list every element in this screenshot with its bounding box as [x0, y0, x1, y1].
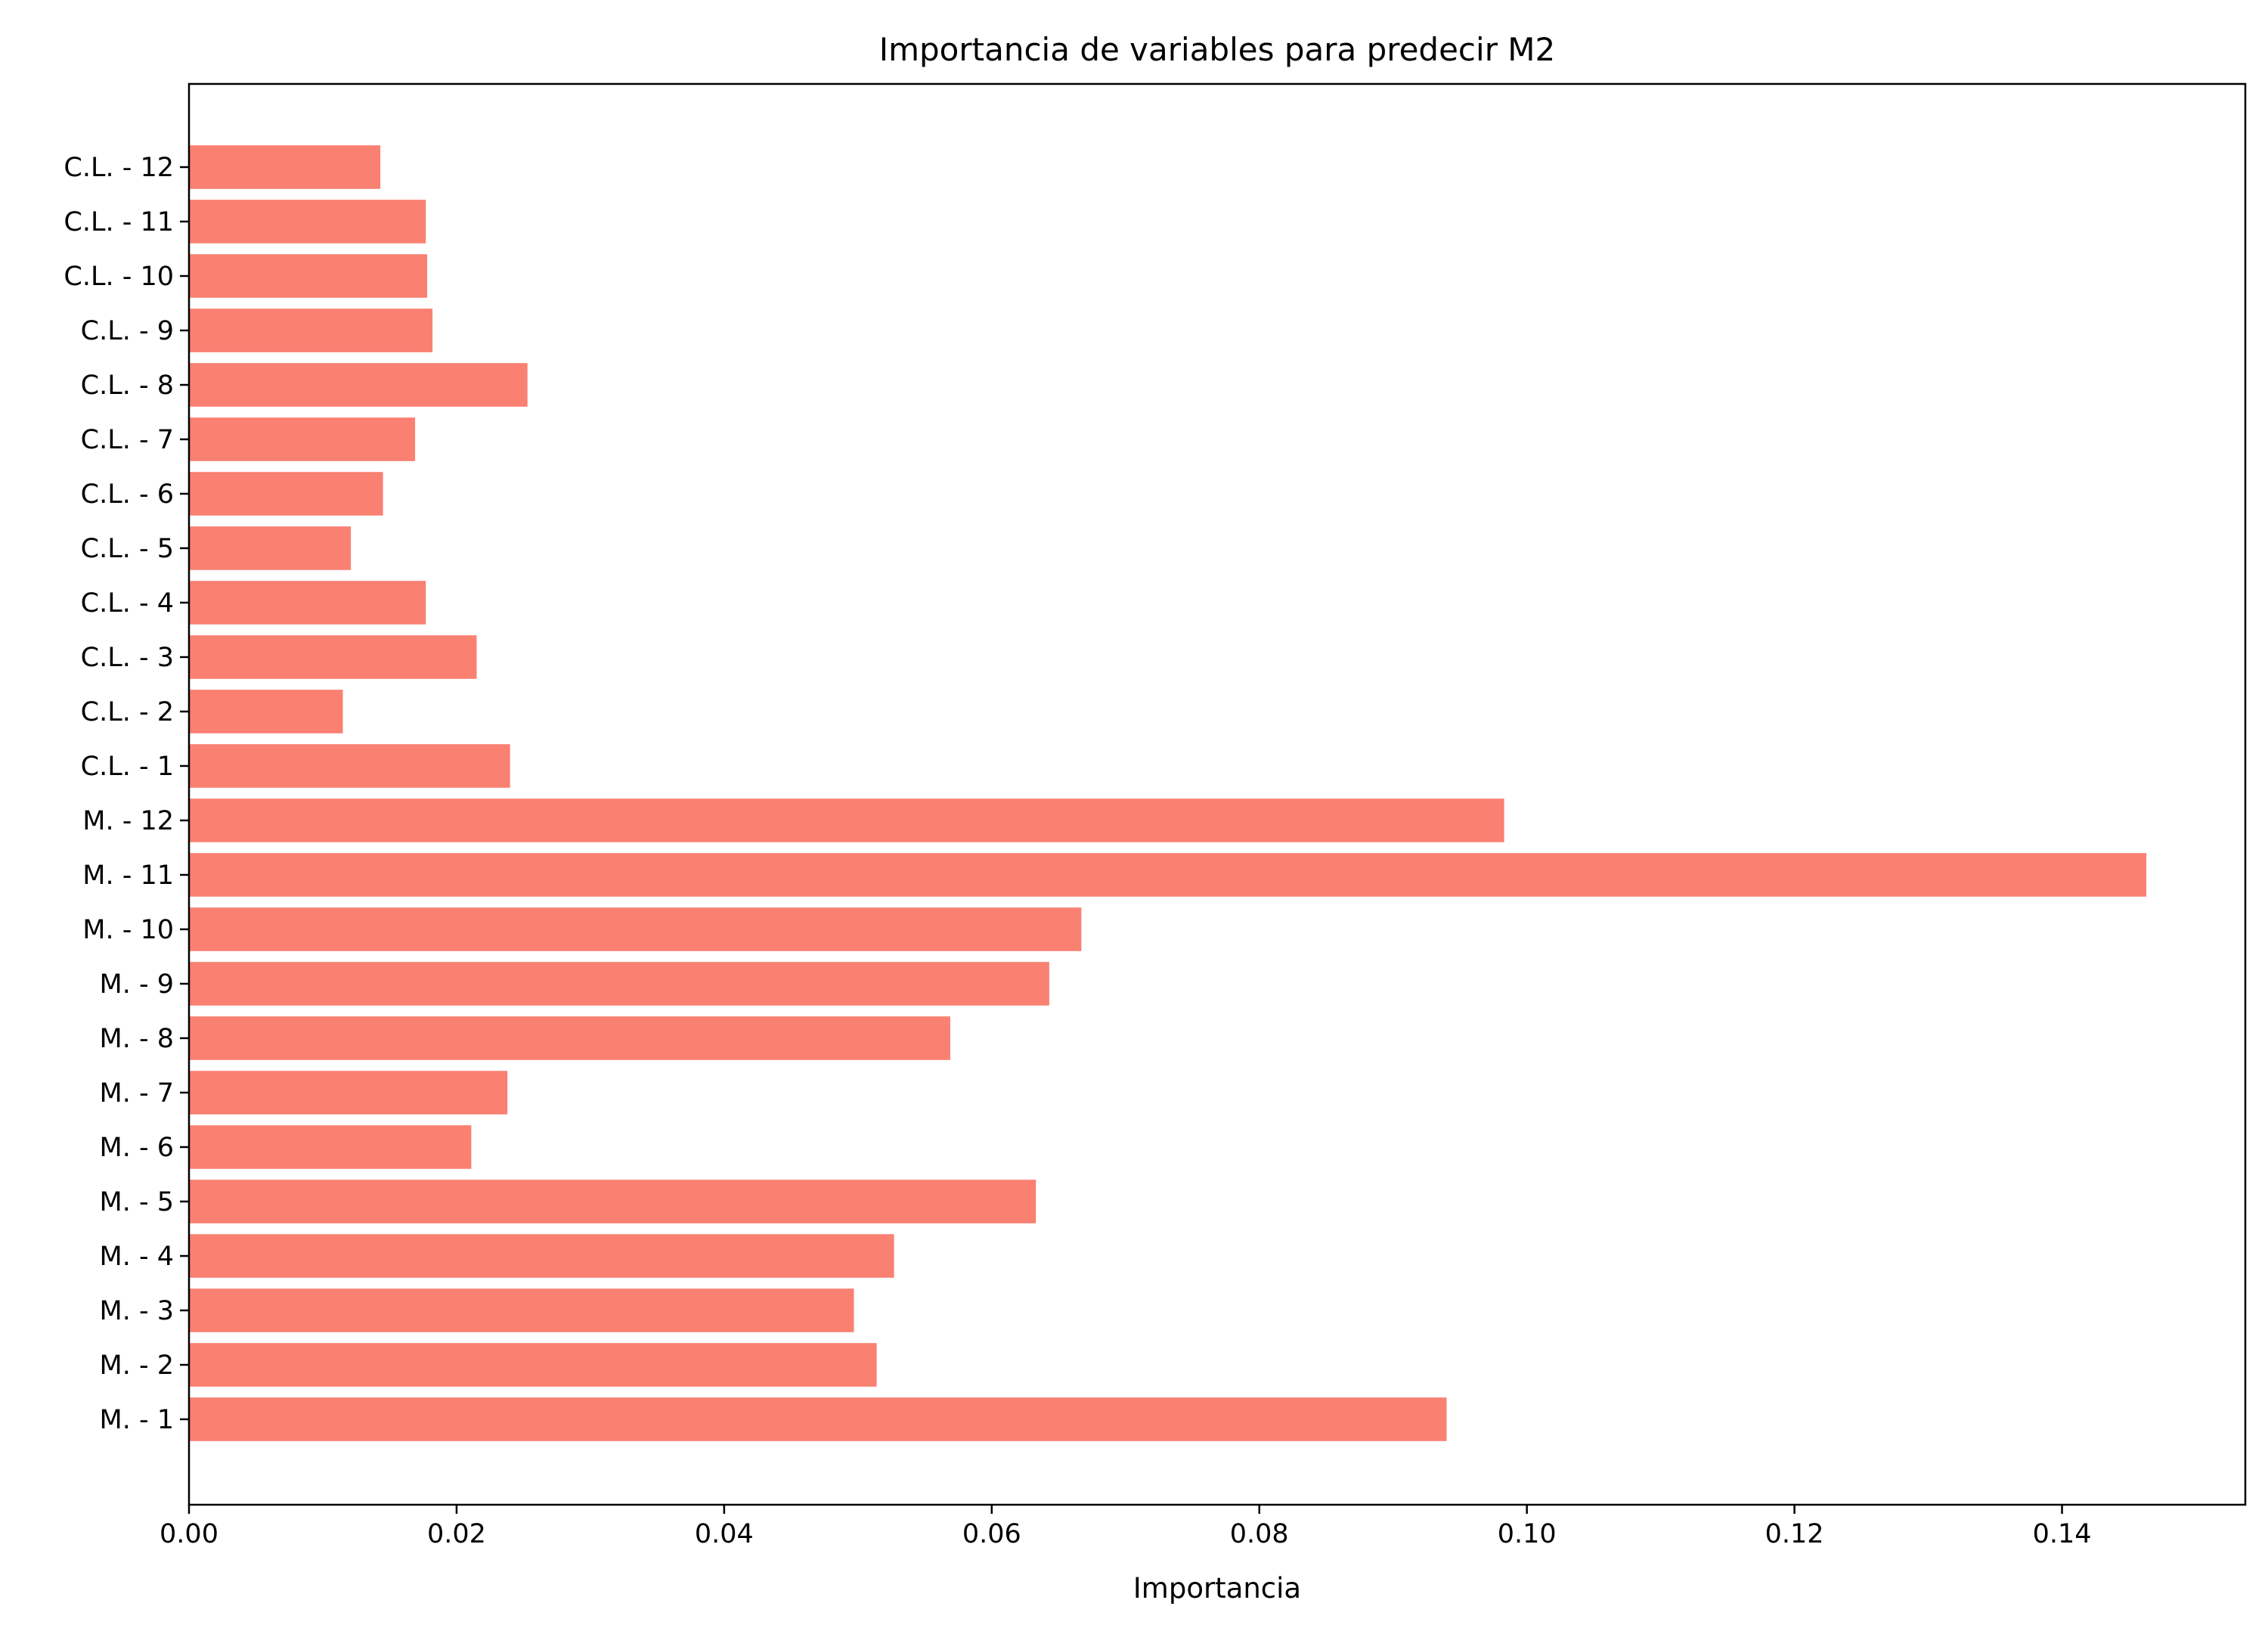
bar — [189, 1180, 1036, 1223]
y-tick-label: C.L. - 9 — [81, 316, 174, 346]
y-tick-label: C.L. - 6 — [81, 479, 174, 510]
bar — [189, 1016, 950, 1060]
x-tick-label: 0.00 — [160, 1519, 218, 1549]
bar — [189, 581, 426, 625]
bar — [189, 472, 383, 516]
y-tick-label: M. - 6 — [100, 1133, 174, 1163]
bars-group — [189, 145, 2147, 1441]
x-tick-label: 0.06 — [962, 1519, 1021, 1549]
x-tick-label: 0.08 — [1230, 1519, 1289, 1549]
y-tick-label: M. - 7 — [100, 1078, 174, 1109]
bar — [189, 907, 1082, 951]
y-tick-label: M. - 4 — [100, 1242, 174, 1272]
y-tick-label: M. - 3 — [100, 1296, 174, 1326]
bar — [189, 1343, 877, 1387]
bar — [189, 526, 352, 570]
y-tick-label: M. - 2 — [100, 1350, 174, 1381]
bar — [189, 1125, 472, 1169]
bar — [189, 962, 1049, 1006]
y-axis-ticks: M. - 1 M. - 2 M. - 3 M. - 4 M. - 5 M. - 6 M. -… — [64, 153, 189, 1435]
y-tick-label: C.L. - 1 — [81, 752, 174, 782]
bar — [189, 744, 510, 788]
y-tick-label: C.L. - 7 — [81, 425, 174, 455]
bar — [189, 1234, 894, 1278]
y-tick-label: C.L. - 2 — [81, 697, 174, 727]
bar — [189, 1288, 854, 1332]
y-tick-label: C.L. - 11 — [64, 207, 174, 237]
plot-area-frame — [187, 82, 2247, 1506]
bar — [189, 254, 428, 298]
x-tick-label: 0.12 — [1765, 1519, 1824, 1549]
y-tick-label: M. - 9 — [100, 969, 174, 1000]
bar — [189, 309, 433, 352]
x-axis-ticks: 0.00 0.02 0.04 0.06 0.08 0.10 0.12 0.14 — [160, 1505, 2092, 1549]
bar — [189, 145, 381, 189]
y-tick-label: M. - 12 — [82, 806, 174, 836]
x-tick-label: 0.10 — [1498, 1519, 1557, 1549]
bar — [189, 853, 2147, 897]
bar — [189, 200, 426, 243]
y-tick-label: C.L. - 10 — [64, 262, 174, 292]
x-tick-label: 0.04 — [695, 1519, 754, 1549]
x-axis-label: Importancia — [1133, 1572, 1301, 1605]
y-tick-label: C.L. - 4 — [81, 588, 174, 619]
bar — [189, 363, 528, 407]
bar — [189, 417, 416, 461]
y-tick-label: C.L. - 3 — [81, 643, 174, 673]
y-tick-label: C.L. - 8 — [81, 371, 174, 401]
chart-title: Importancia de variables para predecir M… — [879, 31, 1556, 68]
y-tick-label: M. - 8 — [100, 1024, 174, 1054]
y-tick-label: M. - 11 — [82, 860, 174, 891]
bar — [189, 690, 343, 733]
bar — [189, 798, 1504, 842]
y-tick-label: C.L. - 5 — [81, 534, 174, 564]
y-tick-label: M. - 10 — [82, 915, 174, 945]
y-tick-label: M. - 1 — [100, 1405, 174, 1435]
bar — [189, 1397, 1447, 1441]
bar — [189, 635, 477, 679]
bar — [189, 1071, 508, 1115]
y-tick-label: C.L. - 12 — [64, 153, 174, 183]
x-tick-label: 0.02 — [427, 1519, 486, 1549]
x-tick-label: 0.14 — [2033, 1519, 2092, 1549]
y-tick-label: M. - 5 — [100, 1187, 174, 1217]
